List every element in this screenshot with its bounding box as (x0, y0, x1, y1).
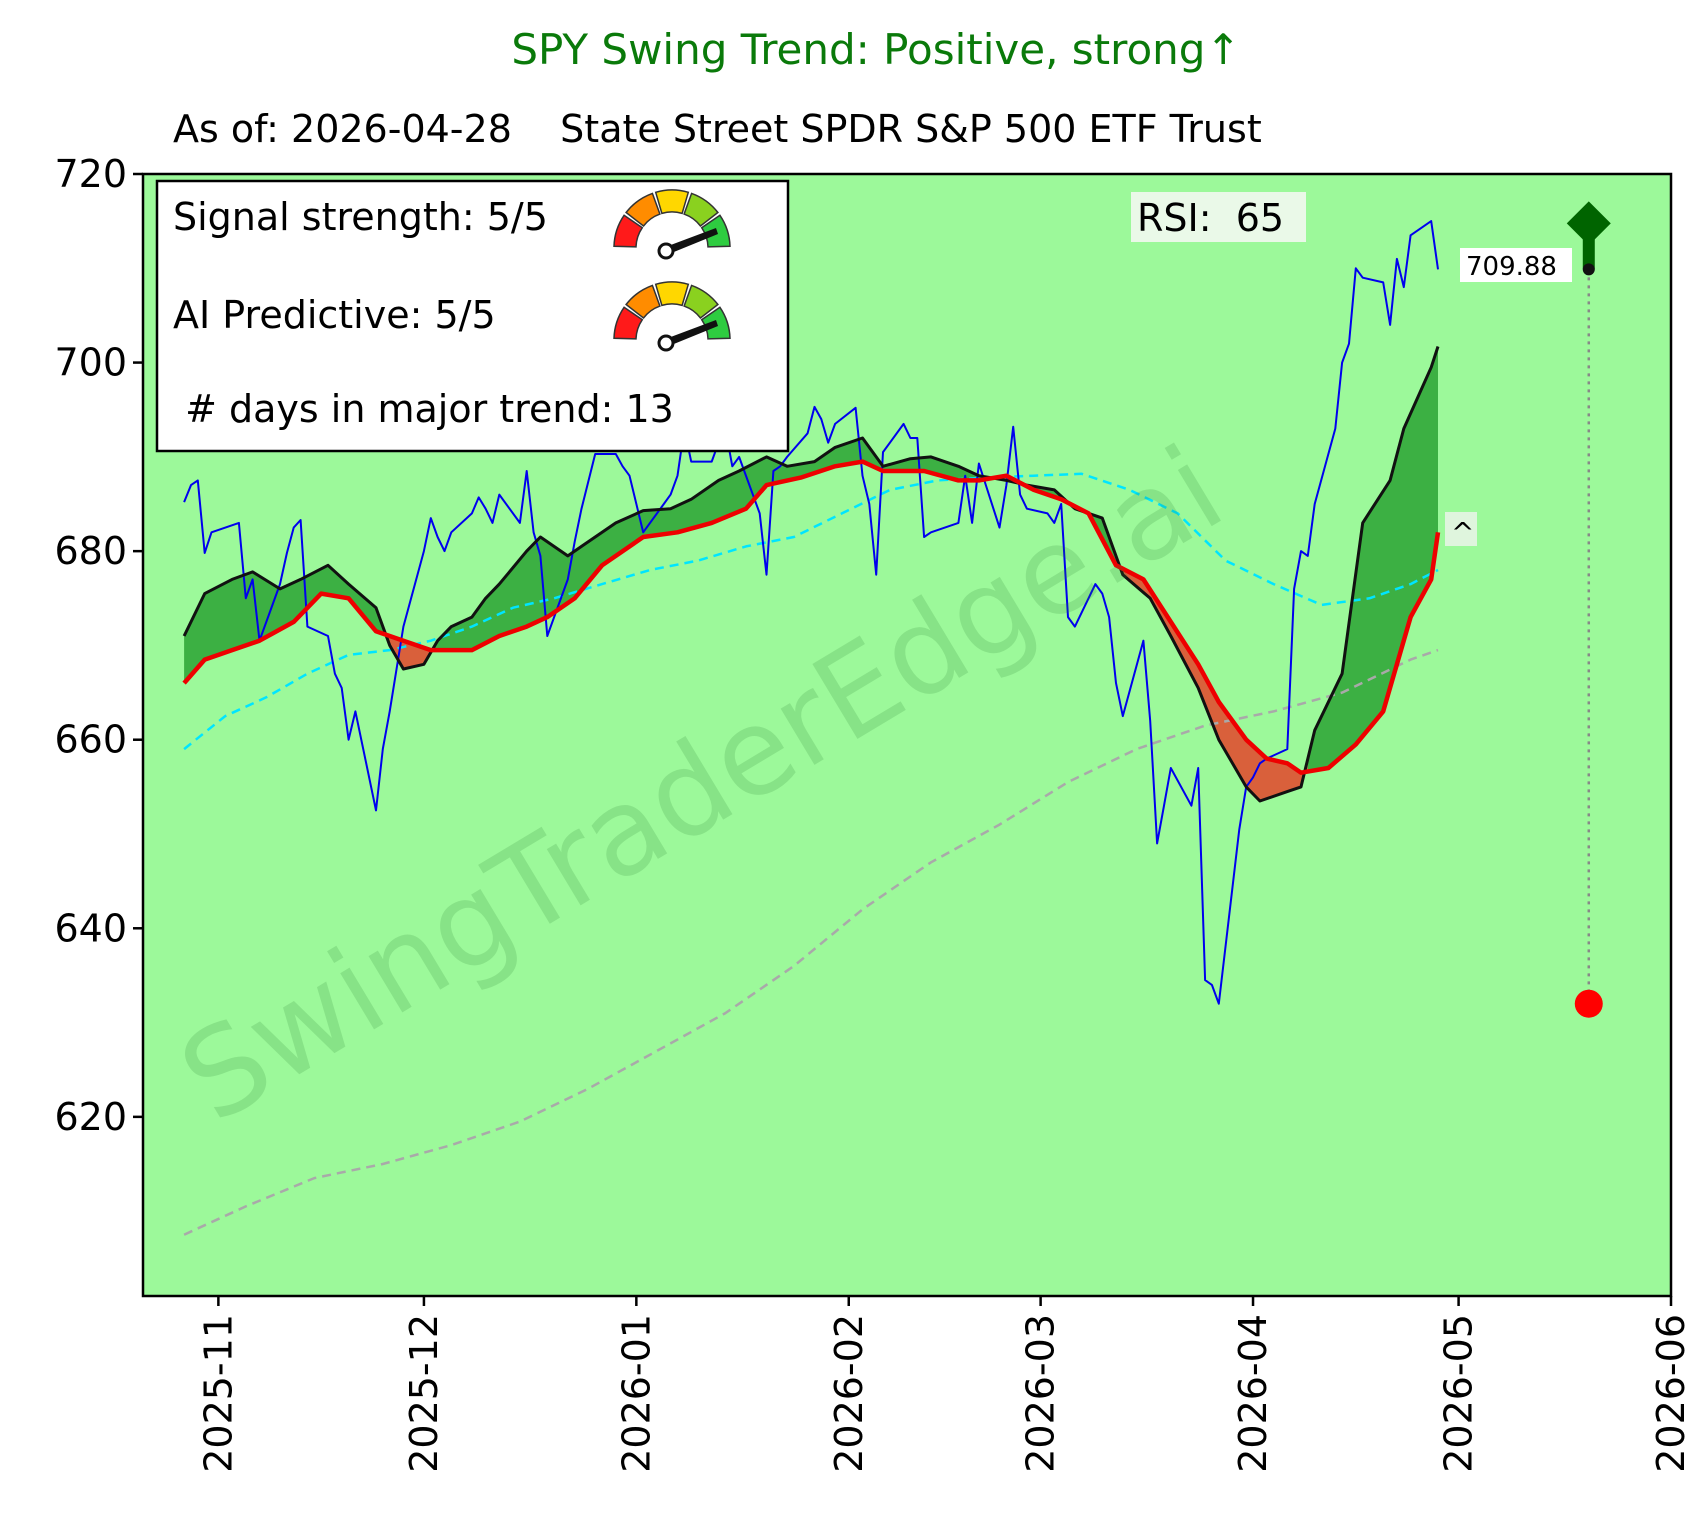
x-tick-label-2026-02: 2026-02 (827, 1314, 871, 1473)
rsi-badge: RSI: 65 (1131, 192, 1306, 242)
days-in-trend-label: # days in major trend: 13 (173, 387, 674, 431)
rsi-label: RSI: 65 (1137, 196, 1284, 240)
signal-strength-label: Signal strength: 5/5 (173, 195, 548, 239)
y-tick-label-640: 640 (54, 906, 127, 950)
y-tick-label-720: 720 (54, 152, 127, 196)
x-tick-label-2025-12: 2025-12 (402, 1314, 446, 1473)
y-axis: 620 640 660 680 700 720 (54, 152, 143, 1139)
last-price-badge: 709.88 (1460, 248, 1572, 282)
chart-subtitle: As of: 2026-04-28 State Street SPDR S&P … (173, 107, 1262, 151)
target-point (1583, 263, 1595, 275)
swing-trend-chart: SPY Swing Trend: Positive, strong↑ As of… (0, 0, 1703, 1516)
x-axis: 2025-11 2025-12 2026-01 2026-02 2026-03 2026-… (196, 1296, 1693, 1473)
caret-label: ^ (1451, 516, 1474, 549)
y-tick-label-660: 660 (54, 718, 127, 762)
gauge-segment-2 (656, 282, 689, 305)
gauge-hub (659, 336, 673, 350)
stop-point (1575, 990, 1603, 1018)
caret-badge: ^ (1445, 512, 1477, 549)
x-tick-label-2025-11: 2025-11 (196, 1314, 240, 1473)
x-tick-label-2026-04: 2026-04 (1231, 1314, 1275, 1473)
y-tick-label-680: 680 (54, 529, 127, 573)
chart-title: SPY Swing Trend: Positive, strong↑ (511, 25, 1240, 74)
gauge-hub (659, 244, 673, 258)
ai-predictive-label: AI Predictive: 5/5 (173, 293, 496, 337)
y-tick-label-700: 700 (54, 341, 127, 385)
gauge-segment-2 (656, 190, 689, 213)
x-tick-label-2026-01: 2026-01 (614, 1314, 658, 1473)
x-tick-label-2026-05: 2026-05 (1437, 1314, 1481, 1473)
last-price-label: 709.88 (1466, 252, 1557, 282)
info-box: Signal strength: 5/5 AI Predictive: 5/5 … (157, 181, 788, 451)
x-tick-label-2026-03: 2026-03 (1019, 1314, 1063, 1473)
y-tick-label-620: 620 (54, 1095, 127, 1139)
x-tick-label-2026-06: 2026-06 (1649, 1314, 1693, 1473)
